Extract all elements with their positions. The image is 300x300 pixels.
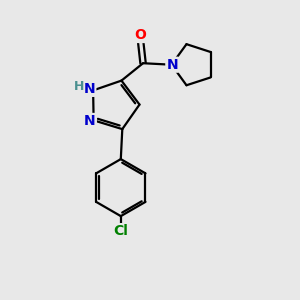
Text: N: N xyxy=(84,114,96,128)
Text: Cl: Cl xyxy=(113,224,128,238)
Text: O: O xyxy=(135,28,147,42)
Text: H: H xyxy=(74,80,84,93)
Text: N: N xyxy=(84,82,95,96)
Text: N: N xyxy=(166,58,178,72)
